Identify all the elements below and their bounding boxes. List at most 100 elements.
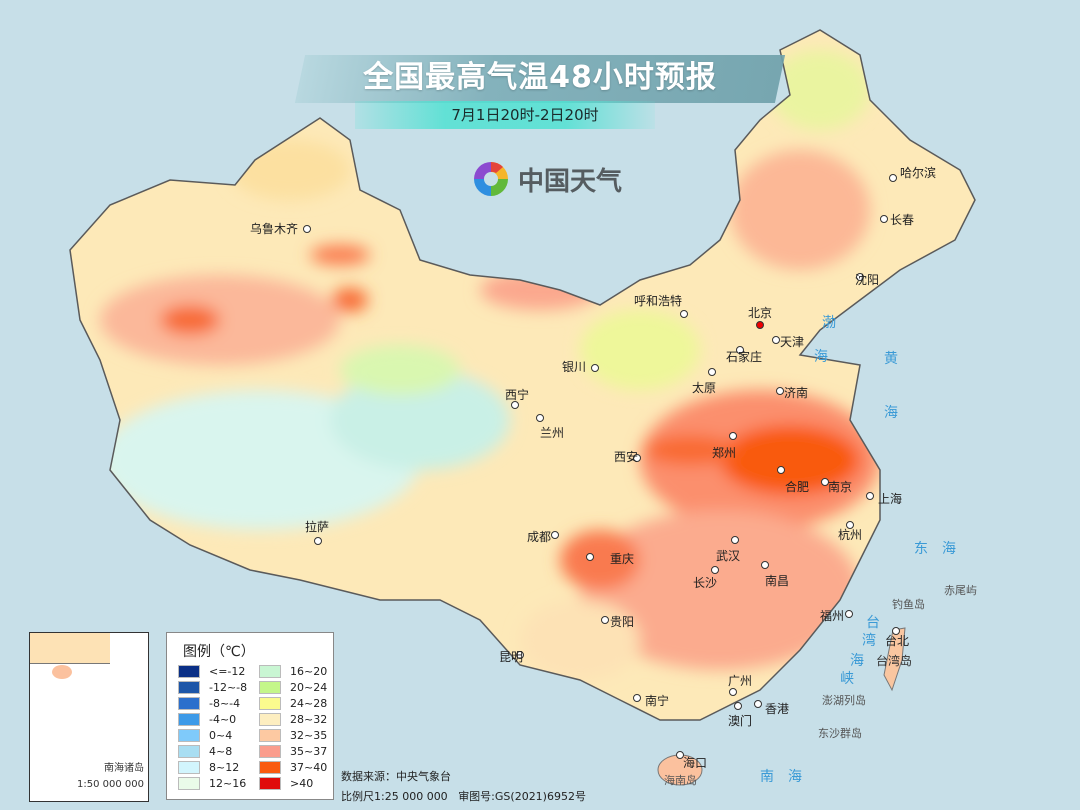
legend-item: 20~24 [259, 681, 327, 694]
taiwan-shape [883, 627, 906, 692]
city-marker [821, 478, 829, 486]
legend-swatch [178, 681, 200, 694]
city-marker [761, 561, 769, 569]
city-marker [777, 466, 785, 474]
legend-item: 16~20 [259, 665, 327, 678]
legend-label: 8~12 [209, 761, 240, 774]
legend-label: <=-12 [209, 665, 246, 678]
city-label: 沈阳 [855, 273, 880, 287]
city-marker [511, 401, 519, 409]
city-label: 西宁 [505, 388, 530, 402]
city-marker [591, 364, 599, 372]
city-marker [776, 387, 784, 395]
legend-item: 35~37 [259, 745, 327, 758]
legend-swatch [259, 665, 281, 678]
city-label: 郑州 [712, 446, 737, 460]
legend-swatch [178, 729, 200, 742]
city-label: 重庆 [610, 552, 635, 566]
city-label: 兰州 [540, 426, 565, 440]
city-label: 南宁 [645, 694, 670, 708]
city-marker [314, 537, 322, 545]
legend-label: 32~35 [290, 729, 328, 742]
legend-label: -12~-8 [209, 681, 248, 694]
city-label: 哈尔滨 [900, 166, 937, 180]
city-marker [754, 700, 762, 708]
legend-swatch [259, 681, 281, 694]
map-title: 全国最高气温48小时预报 [363, 60, 717, 95]
city-label: 长沙 [693, 576, 718, 590]
city-marker [676, 751, 684, 759]
sea-label-huanghai: 黄 [884, 351, 898, 367]
south-china-sea-inset: 南海诸岛 1:50 000 000 [29, 632, 149, 802]
city-marker [680, 310, 688, 318]
legend-swatch [178, 777, 200, 790]
sea-label-bohai: 海 [814, 349, 828, 365]
legend-swatch [178, 761, 200, 774]
city-label: 香港 [765, 702, 790, 716]
china-weather-swirl-logo-icon [474, 162, 508, 196]
scale-text: 比例尺1:25 000 000 审图号:GS(2021)6952号 [341, 788, 586, 804]
city-label: 西安 [614, 450, 639, 464]
legend-swatch [178, 745, 200, 758]
city-label: 杭州 [838, 528, 863, 542]
legend-label: 20~24 [290, 681, 328, 694]
legend-label: 16~20 [290, 665, 328, 678]
city-marker [729, 432, 737, 440]
city-label: 南京 [828, 480, 853, 494]
city-marker [633, 454, 641, 462]
legend-swatch [259, 745, 281, 758]
legend-swatch [259, 713, 281, 726]
legend-label: >40 [290, 777, 314, 790]
city-label: 武汉 [716, 549, 741, 563]
city-label: 拉萨 [305, 520, 330, 534]
island-label: 钓鱼岛 [892, 598, 925, 611]
legend-item: 32~35 [259, 729, 327, 742]
legend-swatch [178, 713, 200, 726]
approval-number: 审图号:GS(2021)6952号 [458, 790, 586, 803]
legend-item: -4~0 [178, 713, 236, 726]
legend-item: 12~16 [178, 777, 246, 790]
logo-text: 中国天气 [518, 166, 623, 197]
subtitle-band [355, 101, 655, 129]
city-label: 合肥 [785, 480, 810, 494]
legend-label: 28~32 [290, 713, 328, 726]
city-marker [303, 225, 311, 233]
city-marker [856, 273, 864, 281]
sea-label-huanghai: 海 [884, 405, 898, 421]
sea-label-donghai: 东 海 [914, 541, 956, 557]
inset-hainan [52, 665, 72, 679]
city-label: 上海 [878, 492, 903, 506]
city-marker [734, 702, 742, 710]
city-marker [736, 346, 744, 354]
island-label: 东沙群岛 [818, 727, 862, 740]
legend-title: 图例（℃） [183, 644, 255, 660]
strait-label: 湾 [862, 633, 876, 649]
city-marker [866, 492, 874, 500]
legend-label: 0~4 [209, 729, 233, 742]
city-marker [601, 616, 609, 624]
legend-label: -4~0 [209, 713, 237, 726]
sea-label-bohai: 渤 [822, 315, 836, 331]
legend-item: 24~28 [259, 697, 327, 710]
legend-swatch [259, 697, 281, 710]
city-marker [516, 651, 524, 659]
legend-swatch [259, 729, 281, 742]
city-label: 海口 [683, 756, 708, 770]
city-label: 呼和浩特 [634, 294, 683, 308]
sea-label-nanhai: 南 海 [760, 769, 802, 785]
logo: 中国天气 [470, 158, 622, 200]
legend-swatch [259, 761, 281, 774]
city-marker [536, 414, 544, 422]
city-marker [845, 610, 853, 618]
legend-item: 0~4 [178, 729, 232, 742]
legend-label: 24~28 [290, 697, 328, 710]
city-label: 昆明 [499, 650, 524, 664]
inset-name: 南海诸岛 [104, 763, 144, 774]
city-label: 广州 [728, 674, 753, 688]
city-label: 济南 [784, 386, 809, 400]
legend-swatch [178, 697, 200, 710]
city-marker [756, 321, 764, 329]
legend: 图例（℃） <=-12 -12~-8 -8~-4 -4~0 0~4 4~8 8~12 12~1… [166, 632, 334, 800]
legend-item: 37~40 [259, 761, 327, 774]
